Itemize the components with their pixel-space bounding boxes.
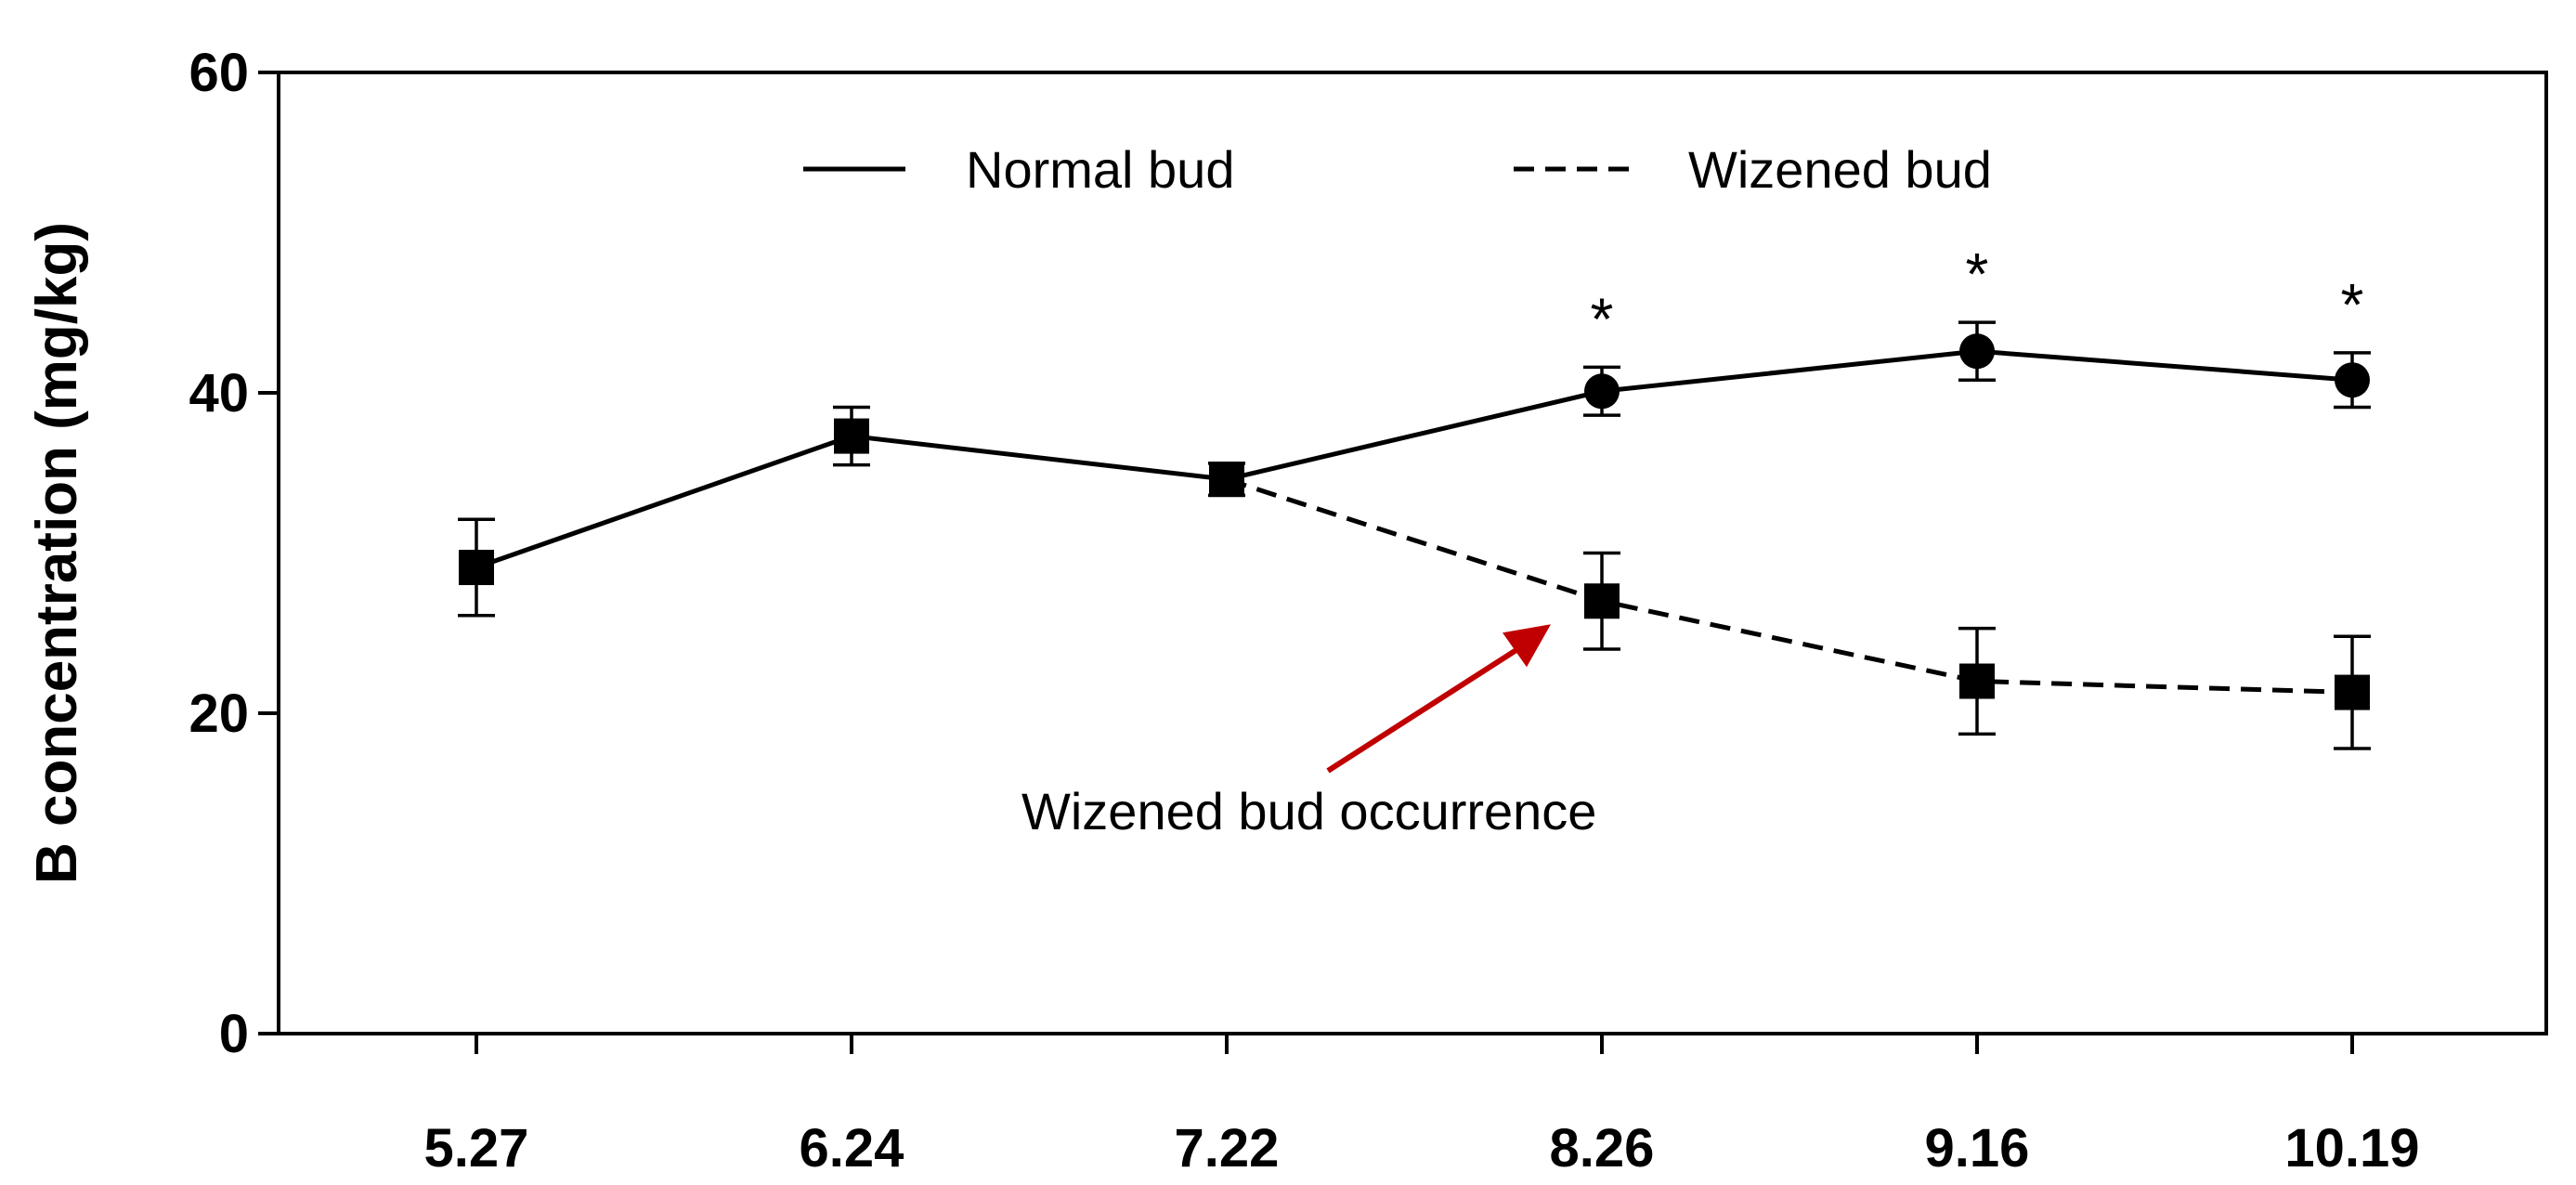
y-tick-label: 0 (219, 1004, 249, 1064)
normal-bud-point (1959, 333, 1995, 370)
significance-star: * (2341, 271, 2364, 338)
significance-star: * (1591, 285, 1614, 352)
legend-label-wizened-bud: Wizened bud (1688, 140, 1992, 199)
series-layer (458, 320, 2371, 750)
x-tick-label: 5.27 (424, 1118, 529, 1178)
wizened-bud-point (1959, 663, 1995, 699)
axes-layer: 0 20 40 60 5.27 6.24 7.22 8.26 9.16 10.19 B concen… (25, 43, 2548, 1178)
normal-bud-point (1584, 373, 1620, 410)
significance-star: * (1966, 241, 1989, 307)
shared-point (834, 418, 869, 454)
shared-point (459, 550, 494, 586)
wizened-bud-point (2335, 674, 2370, 710)
x-tick-label: 6.24 (800, 1118, 904, 1178)
normal-bud-point (2335, 362, 2370, 398)
series-line-wizened-bud (1226, 476, 2353, 696)
y-tick-label: 20 (189, 684, 249, 744)
y-tick-label: 40 (189, 363, 249, 423)
shared-point (1209, 462, 1244, 498)
series-line-normal-bud (1226, 348, 2353, 482)
annotation-arrow-head (1503, 624, 1551, 668)
x-tick-label: 9.16 (1925, 1118, 2030, 1178)
x-tick-label: 8.26 (1550, 1118, 1655, 1178)
y-axis-label: B concentration (mg/kg) (25, 222, 89, 884)
x-tick-label: 10.19 (2284, 1118, 2419, 1178)
wizened-bud-point (1584, 583, 1620, 619)
annotation-layer: * * * Wizened bud occurrence (1021, 241, 2363, 840)
annotation-arrow-shaft (1326, 638, 1532, 774)
annotation-text: Wizened bud occurrence (1021, 782, 1596, 840)
x-tick-label: 7.22 (1175, 1118, 1280, 1178)
plot-frame (277, 71, 2548, 1035)
legend-label-normal-bud: Normal bud (966, 140, 1234, 199)
legend: Normal bud Wizened bud (803, 140, 1992, 199)
y-tick-label: 60 (189, 43, 249, 103)
